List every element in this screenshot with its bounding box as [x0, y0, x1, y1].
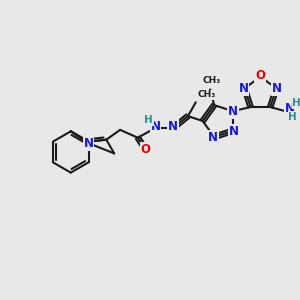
- Text: N: N: [83, 136, 94, 150]
- Text: N: N: [229, 125, 239, 138]
- Text: N: N: [272, 82, 282, 95]
- Text: N: N: [208, 131, 218, 144]
- Text: N: N: [151, 120, 160, 134]
- Text: N: N: [285, 103, 295, 116]
- Text: H: H: [144, 115, 153, 125]
- Text: CH₃: CH₃: [198, 90, 216, 99]
- Text: H: H: [292, 98, 300, 108]
- Text: N: N: [238, 82, 248, 95]
- Text: CH₃: CH₃: [202, 76, 220, 85]
- Text: N: N: [168, 120, 178, 134]
- Text: N: N: [228, 105, 238, 118]
- Text: O: O: [141, 143, 151, 156]
- Text: O: O: [255, 69, 266, 82]
- Text: H: H: [289, 112, 297, 122]
